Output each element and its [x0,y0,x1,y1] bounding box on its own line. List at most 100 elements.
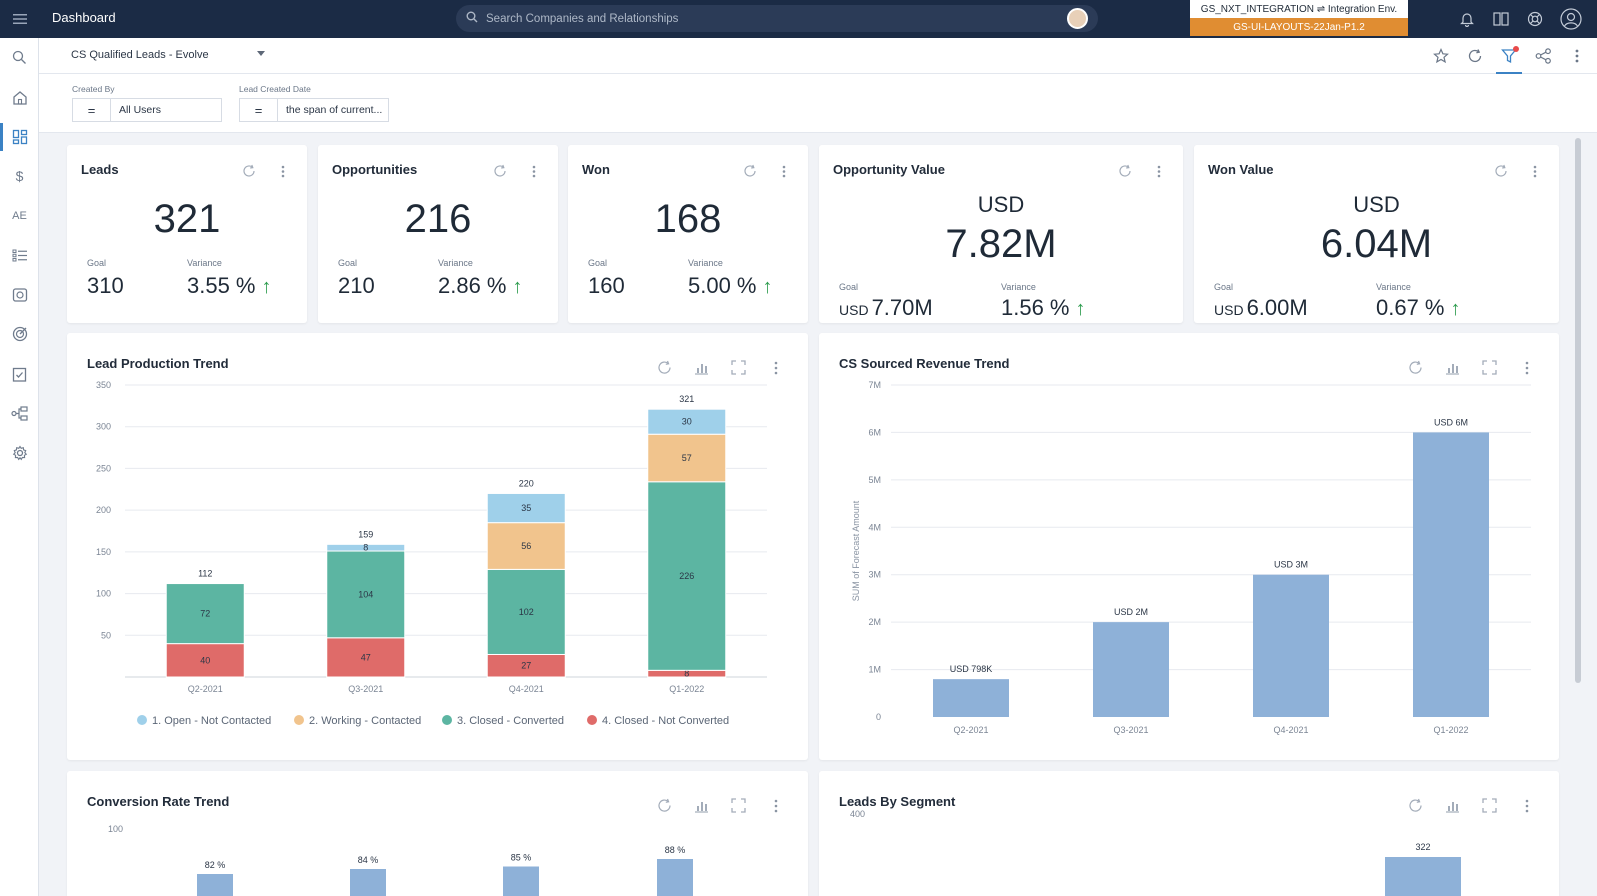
bar-segment [326,637,406,678]
help-globe-icon[interactable] [1525,9,1545,29]
sidebar-home-icon[interactable] [0,78,39,118]
expand-icon[interactable] [1481,797,1498,814]
more-options-icon[interactable] [776,163,792,179]
refresh-icon[interactable] [1407,359,1424,376]
bar [1093,622,1169,717]
book-icon[interactable] [1491,9,1511,29]
hamburger-menu-icon[interactable] [0,0,39,38]
filter-operator[interactable]: = [240,99,278,121]
filter-lead-created-date-field[interactable]: = the span of current... [239,98,389,122]
global-search[interactable] [456,5,1098,32]
sidebar-hierarchy-icon[interactable] [0,394,39,434]
y-tick-label: 200 [96,505,111,515]
filter-created-by-field[interactable]: = All Users [72,98,222,122]
more-options-icon[interactable] [275,163,291,179]
data-label: 35 [521,503,531,513]
sidebar-list-icon[interactable] [0,236,39,276]
refresh-icon[interactable] [1117,163,1133,179]
refresh-icon[interactable] [1407,797,1424,814]
bell-icon[interactable] [1457,9,1477,29]
kpi-value: 7.82M [945,222,1057,266]
filter-value[interactable]: the span of current... [286,104,383,116]
sidebar-target-icon[interactable] [0,315,39,355]
kpi-goal: USD 7.70M [839,295,933,321]
kpi-variance-label: Variance [1001,282,1036,292]
expand-icon[interactable] [730,797,747,814]
sidebar-dollar-icon[interactable]: $ [0,157,39,197]
refresh-icon[interactable] [1493,163,1509,179]
legend-label: 3. Closed - Converted [457,715,564,727]
refresh-icon[interactable] [1465,46,1485,66]
filter-operator[interactable]: = [73,99,111,121]
more-options-icon[interactable] [526,163,542,179]
refresh-icon[interactable] [742,163,758,179]
sidebar-checklist-icon[interactable] [0,354,39,394]
total-label: 112 [198,569,212,579]
y-tick-label: 7M [868,380,881,390]
data-label: 102 [519,607,534,617]
bar-segment [486,522,566,570]
kpi-title: Opportunity Value [833,162,945,177]
left-sidebar: $ AE [0,38,39,896]
search-input[interactable] [486,12,1046,25]
refresh-icon[interactable] [656,359,673,376]
refresh-icon[interactable] [492,163,508,179]
x-tick-label: Q1-2022 [1433,725,1468,735]
refresh-icon[interactable] [241,163,257,179]
x-tick-label: Q3-2021 [1113,725,1148,735]
layout-selector[interactable]: CS Qualified Leads - Evolve [71,49,209,61]
more-options-icon[interactable] [1151,163,1167,179]
filter-value[interactable]: All Users [119,104,162,116]
filter-icon[interactable] [1496,46,1522,74]
legend-label: 1. Open - Not Contacted [152,715,271,727]
more-options-icon[interactable] [1518,797,1535,814]
sidebar-timeline-icon[interactable] [0,275,39,315]
data-label: 40 [200,655,210,665]
sidebar-gear-icon[interactable] [0,433,39,473]
x-tick-label: Q3-2021 [348,684,383,694]
chevron-down-icon[interactable] [257,51,265,56]
y-tick-label: 1M [868,665,881,675]
arrow-up-icon: ↑ [261,276,272,298]
more-options-icon[interactable] [767,797,784,814]
top-bar: Dashboard GS_NXT_INTEGRATION ⇌ Integrati… [0,0,1597,38]
more-options-icon[interactable] [1527,163,1543,179]
kpi-value: 321 [153,197,221,241]
expand-icon[interactable] [1481,359,1498,376]
environment-badge: GS_NXT_INTEGRATION ⇌ Integration Env. GS… [1190,0,1408,36]
share-icon[interactable] [1533,46,1553,66]
x-tick-label: Q4-2021 [1273,725,1308,735]
chart-type-icon[interactable] [693,797,710,814]
bar-segment [165,583,245,645]
data-label: USD 798K [950,664,993,674]
chart-type-icon[interactable] [693,359,710,376]
kpi-goal-value: 160 [588,273,625,298]
kpi-card-leads: Leads 321 Goal 310 Variance 3.55 % ↑ [67,145,307,323]
widget-title: Lead Production Trend [87,356,229,371]
chart-type-icon[interactable] [1444,359,1461,376]
profile-icon[interactable] [1559,7,1583,31]
data-label: 47 [361,652,371,662]
data-label: 84 % [358,855,379,865]
user-avatar-icon[interactable] [1067,8,1088,29]
kpi-variance-value: 3.55 % [187,273,256,298]
more-options-icon[interactable] [767,359,784,376]
more-options-icon[interactable] [1567,46,1587,66]
kpi-variance: 3.55 % ↑ [187,273,272,299]
vertical-scrollbar[interactable] [1575,138,1581,683]
y-tick-label: 100 [108,824,123,834]
sidebar-dashboard-icon[interactable] [0,117,39,157]
legend-swatch [442,715,452,725]
star-icon[interactable] [1431,46,1451,66]
sidebar-ae-icon[interactable]: AE [0,196,39,236]
refresh-icon[interactable] [656,797,673,814]
chart-type-icon[interactable] [1444,797,1461,814]
widget-lead-production-trend: Lead Production Trend 50 100 150 200 250 300 3… [67,333,808,760]
bar [1385,857,1461,896]
env-version: GS-UI-LAYOUTS-22Jan-P1.2 [1190,18,1408,36]
data-label: 56 [521,541,531,551]
y-tick-label: 150 [96,547,111,557]
expand-icon[interactable] [730,359,747,376]
sidebar-search-icon[interactable] [0,38,39,78]
more-options-icon[interactable] [1518,359,1535,376]
